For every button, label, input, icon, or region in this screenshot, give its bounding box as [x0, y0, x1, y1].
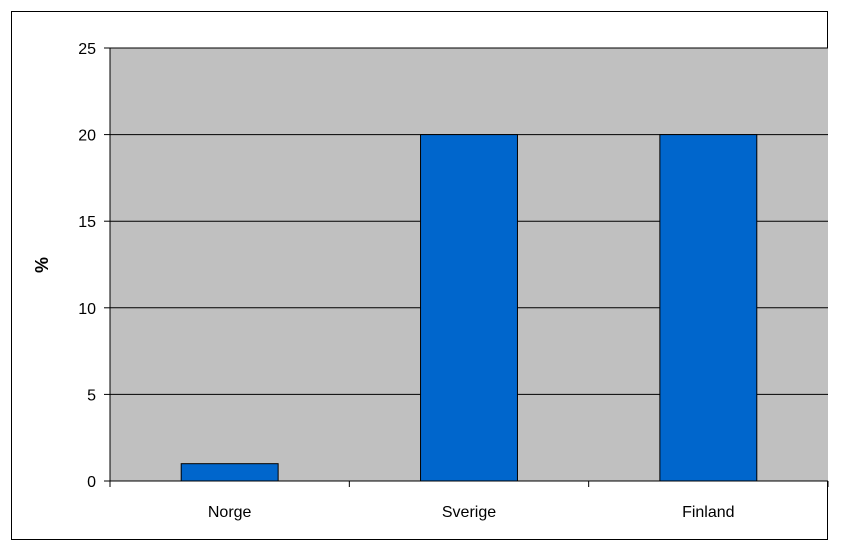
x-tick-label: Norge	[208, 504, 252, 521]
y-axis-label: %	[32, 257, 52, 273]
y-tick-label: 25	[78, 41, 96, 58]
y-tick-label: 15	[78, 214, 96, 231]
y-tick-label: 5	[87, 387, 96, 404]
y-tick-label: 20	[78, 128, 96, 145]
bar-sverige	[420, 134, 518, 482]
y-tick-labels: 0 5 10 15 20 25	[78, 41, 96, 491]
axes	[104, 47, 829, 487]
y-tick-label: 0	[87, 474, 96, 491]
bars	[180, 134, 758, 482]
bar-finland	[659, 134, 758, 482]
x-tick-labels: Norge Sverige Finland	[208, 504, 735, 521]
y-tick-label: 10	[78, 301, 96, 318]
x-tick-label: Finland	[682, 504, 734, 521]
x-tick-label: Sverige	[442, 504, 496, 521]
bar-norge	[180, 463, 279, 482]
